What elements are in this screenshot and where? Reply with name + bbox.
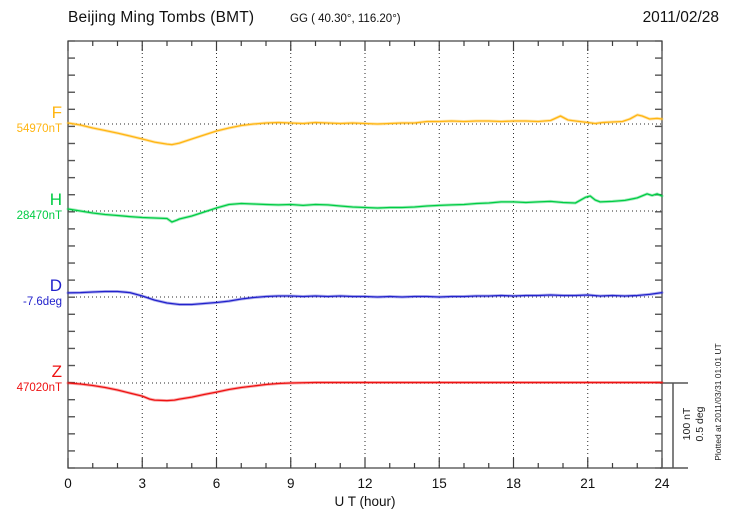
channel-label-f: F 54970nT: [0, 104, 62, 135]
channel-baseline-value-h: 28470nT: [16, 209, 62, 222]
x-tick-label: 24: [654, 476, 670, 491]
channel-label-z: Z 47020nT: [0, 363, 62, 394]
x-tick-label: 9: [287, 476, 295, 491]
channel-label-d: D -7.6deg: [0, 277, 62, 308]
x-tick-label: 0: [64, 476, 72, 491]
channel-label-h: H 28470nT: [0, 191, 62, 222]
channel-letter-f: F: [51, 103, 62, 122]
plotted-at-note: Plotted at 2011/03/31 01:01 UT: [713, 343, 723, 461]
channel-baseline-value-z: 47020nT: [16, 381, 62, 394]
trace-d: [67, 290, 663, 306]
channel-letter-d: D: [49, 276, 62, 295]
x-tick-label: 21: [580, 476, 595, 491]
trace-z: [67, 381, 663, 402]
geographic-coordinates: GG ( 40.30°, 116.20°): [290, 13, 401, 25]
channel-baseline-value-d: -7.6deg: [22, 295, 62, 308]
channel-baseline-value-f: 54970nT: [16, 122, 62, 135]
station-title: Beijing Ming Tombs (BMT): [68, 9, 255, 26]
channel-letter-h: H: [49, 190, 62, 209]
x-tick-label: 6: [213, 476, 221, 491]
x-tick-label: 12: [357, 476, 372, 491]
x-tick-label: 15: [432, 476, 447, 491]
scale-bar-label-nt: 100 nT: [681, 407, 693, 441]
channel-letter-z: Z: [51, 362, 62, 381]
x-tick-label: 18: [506, 476, 521, 491]
scale-bar-label: 100 nT 0.5 deg: [681, 382, 709, 466]
x-tick-label: 3: [138, 476, 146, 491]
x-axis-label: U T (hour): [334, 494, 396, 509]
plot-date: 2011/02/28: [642, 9, 719, 26]
trace-f: [67, 114, 663, 146]
scale-bar-label-deg: 0.5 deg: [694, 406, 707, 442]
trace-h: [67, 193, 663, 223]
